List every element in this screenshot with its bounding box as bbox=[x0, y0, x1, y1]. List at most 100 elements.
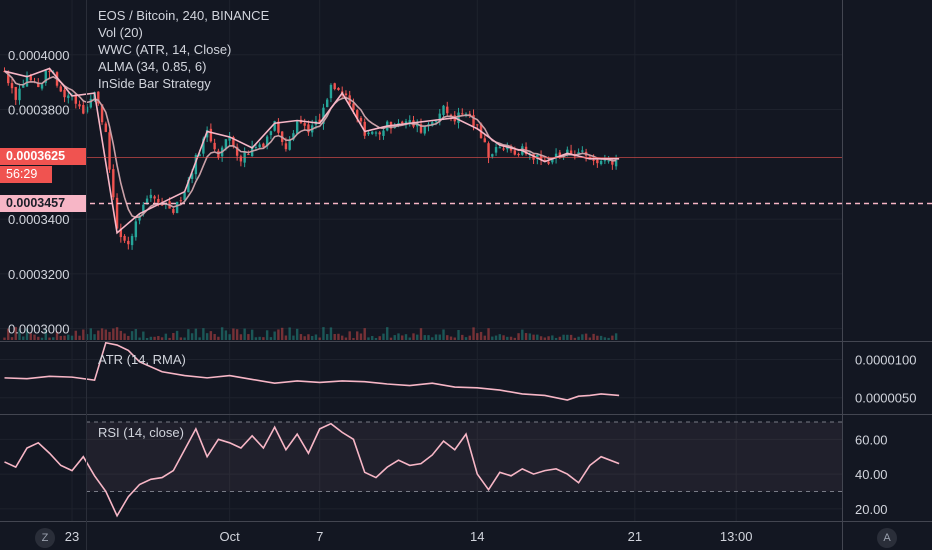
price-tick-label: 0.0003400 bbox=[8, 212, 69, 227]
volume-bar bbox=[539, 336, 543, 340]
volume-bar bbox=[265, 330, 269, 340]
candle-body bbox=[551, 159, 554, 163]
candle-body bbox=[442, 105, 445, 115]
volume-bar bbox=[97, 330, 100, 340]
rsi-legend[interactable]: RSI (14, close) bbox=[98, 424, 184, 441]
volume-bar bbox=[44, 329, 47, 340]
symbol-title[interactable]: EOS / Bitcoin, 240, BINANCE bbox=[98, 8, 270, 23]
volume-bar bbox=[472, 327, 475, 340]
rsi-band-fill bbox=[86, 421, 842, 492]
candle-body bbox=[284, 143, 288, 150]
atr-pane[interactable] bbox=[4, 341, 620, 401]
candle-body bbox=[142, 204, 145, 215]
volume-bar bbox=[224, 330, 228, 340]
zoom-button[interactable]: Z bbox=[35, 528, 55, 548]
price-pane[interactable] bbox=[0, 67, 932, 340]
volume-bar bbox=[277, 329, 280, 340]
volume-bar bbox=[412, 333, 415, 340]
indicator-volume[interactable]: Vol (20) bbox=[98, 25, 143, 40]
candle-body bbox=[187, 179, 190, 193]
volume-bar bbox=[209, 331, 213, 340]
candle-body bbox=[611, 160, 614, 165]
candle-body bbox=[404, 121, 408, 124]
volume-bar bbox=[453, 337, 456, 340]
level-price-tag: 0.0003457 bbox=[0, 195, 86, 212]
volume-bar bbox=[243, 328, 246, 340]
candle-body bbox=[277, 121, 280, 133]
candle-body bbox=[367, 132, 370, 135]
volume-bar bbox=[611, 335, 614, 340]
zigzag-line bbox=[4, 67, 620, 235]
volume-bar bbox=[558, 336, 562, 340]
atr-legend[interactable]: ATR (14, RMA) bbox=[98, 351, 186, 368]
volume-bar bbox=[356, 331, 359, 340]
candle-body bbox=[596, 159, 599, 164]
volume-bar bbox=[25, 328, 29, 340]
candle-body bbox=[112, 169, 115, 198]
atr-title[interactable]: ATR (14, RMA) bbox=[98, 352, 186, 367]
candle-body bbox=[603, 160, 607, 162]
volume-bar bbox=[325, 334, 329, 340]
volume-bar bbox=[175, 330, 179, 340]
candle-body bbox=[262, 143, 265, 148]
candle-body bbox=[179, 200, 183, 202]
candle-body bbox=[581, 150, 584, 152]
volume-bar bbox=[18, 329, 21, 340]
volume-bar bbox=[3, 337, 6, 340]
candle-body bbox=[472, 115, 475, 126]
volume-bar bbox=[408, 337, 411, 340]
candle-body bbox=[599, 160, 603, 165]
candle-body bbox=[374, 132, 378, 134]
candle-body bbox=[513, 150, 517, 155]
rsi-title[interactable]: RSI (14, close) bbox=[98, 425, 184, 440]
candle-body bbox=[115, 197, 119, 229]
candle-body bbox=[123, 235, 126, 241]
volume-bar bbox=[374, 337, 378, 340]
volume-bar bbox=[397, 333, 400, 340]
volume-bar bbox=[22, 336, 25, 340]
candle-body bbox=[258, 144, 261, 148]
candle-body bbox=[108, 132, 111, 170]
volume-bar bbox=[322, 327, 325, 340]
volume-bar bbox=[532, 334, 535, 340]
candle-body bbox=[419, 124, 423, 133]
auto-scale-button[interactable]: A bbox=[877, 528, 897, 548]
candle-body bbox=[194, 155, 198, 175]
volume-bar bbox=[85, 334, 89, 340]
volume-bar bbox=[14, 327, 17, 340]
volume-bar bbox=[142, 331, 145, 340]
volume-bar bbox=[149, 336, 153, 340]
candle-body bbox=[487, 143, 490, 158]
indicator-alma[interactable]: ALMA (34, 0.85, 6) bbox=[98, 59, 207, 74]
volume-bar bbox=[491, 336, 494, 340]
candle-body bbox=[239, 156, 243, 162]
candle-body bbox=[59, 86, 62, 92]
candle-body bbox=[213, 142, 216, 150]
candle-body bbox=[356, 110, 359, 119]
volume-bar bbox=[599, 335, 603, 340]
candle-body bbox=[37, 82, 40, 88]
time-tick-label: 14 bbox=[470, 529, 484, 544]
volume-bar bbox=[389, 337, 393, 340]
volume-bar bbox=[164, 333, 168, 340]
rsi-pane[interactable] bbox=[4, 421, 842, 518]
indicator-wwc[interactable]: WWC (ATR, 14, Close) bbox=[98, 42, 232, 57]
volume-bar bbox=[513, 337, 517, 340]
volume-bar bbox=[461, 334, 464, 340]
candle-body bbox=[359, 117, 363, 122]
volume-bar bbox=[299, 334, 303, 340]
time-tick-label: 21 bbox=[628, 529, 642, 544]
volume-bar bbox=[341, 335, 344, 340]
volume-bar bbox=[416, 334, 419, 340]
volume-bar bbox=[318, 337, 321, 340]
candle-body bbox=[44, 70, 47, 83]
candle-body bbox=[292, 133, 295, 140]
volume-bar bbox=[554, 337, 558, 340]
indicator-inside-bar[interactable]: InSide Bar Strategy bbox=[98, 76, 211, 91]
candle-body bbox=[378, 132, 381, 135]
volume-bar bbox=[566, 334, 569, 340]
price-tick-label: 0.0004000 bbox=[8, 48, 69, 63]
candle-body bbox=[517, 153, 520, 156]
volume-bar bbox=[78, 335, 81, 340]
